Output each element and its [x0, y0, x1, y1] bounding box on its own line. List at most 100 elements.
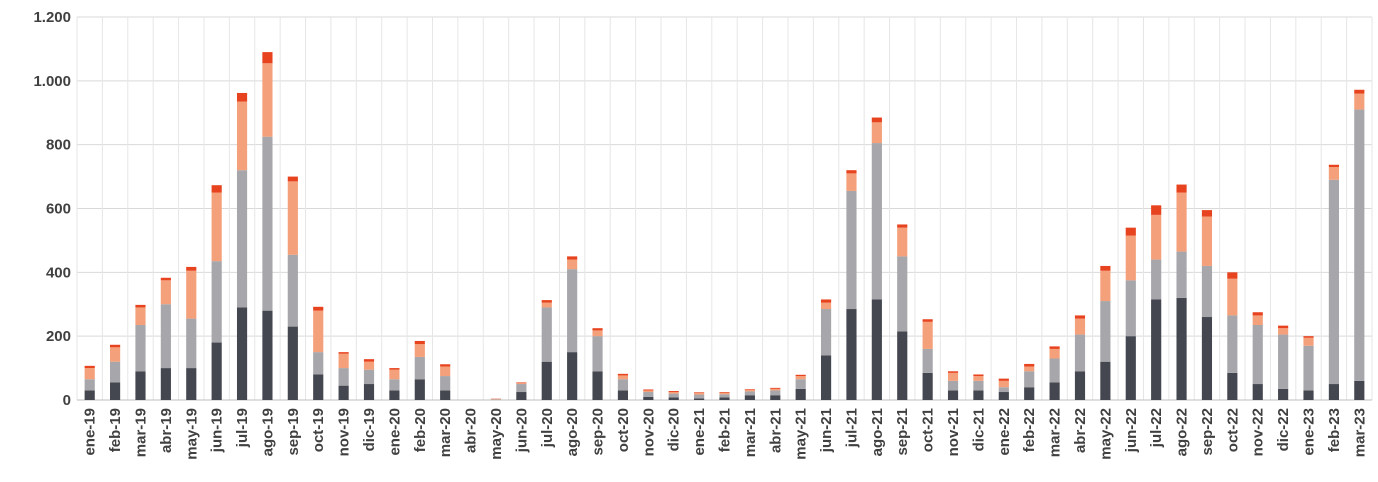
x-tick-label: oct-19: [310, 408, 327, 452]
bar-segment-series-2: [796, 379, 806, 389]
x-tick-label: abr-20: [463, 408, 480, 453]
x-tick-label: ene-21: [691, 408, 708, 456]
bar-segment-series-3: [110, 347, 120, 361]
bar-segment-series-3: [745, 390, 755, 392]
bar-segment-series-1: [1354, 381, 1364, 400]
bar-segment-series-1: [542, 362, 552, 400]
bar-segment-series-4: [669, 391, 679, 392]
bar-segment-series-1: [212, 343, 222, 400]
x-tick-label: nov-20: [640, 408, 657, 456]
bar-segment-series-4: [897, 224, 907, 227]
bar-segment-series-4: [161, 278, 171, 281]
bar-segment-series-4: [516, 382, 526, 383]
bar-segment-series-2: [618, 379, 628, 390]
bar-segment-series-2: [821, 309, 831, 355]
bar-segment-series-4: [1253, 312, 1263, 315]
bar-segment-series-2: [643, 392, 653, 397]
bar-segment-series-1: [821, 355, 831, 400]
bar-segment-series-4: [999, 379, 1009, 381]
bar-segment-series-3: [643, 390, 653, 392]
bar-segment-series-2: [770, 390, 780, 395]
x-tick-label: oct-20: [615, 408, 632, 452]
x-tick-label: feb-21: [717, 408, 734, 452]
x-tick-label: feb-23: [1326, 408, 1343, 452]
x-tick-label: dic-19: [361, 408, 378, 451]
bar-segment-series-1: [1050, 382, 1060, 400]
x-tick-label: may-21: [793, 408, 810, 460]
bar-segment-series-2: [1227, 315, 1237, 372]
x-tick-label: ene-19: [82, 408, 99, 456]
bar-segment-series-3: [1278, 328, 1288, 334]
bar-segment-series-4: [110, 345, 120, 348]
bar-segment-series-3: [516, 383, 526, 384]
bar-segment-series-3: [999, 381, 1009, 387]
bar-segment-series-4: [415, 341, 425, 344]
bar-segment-series-3: [973, 376, 983, 381]
bar-segment-series-3: [618, 375, 628, 379]
bar-segment-series-1: [745, 395, 755, 400]
bar-segment-series-3: [212, 193, 222, 262]
bar-segment-series-1: [973, 390, 983, 400]
x-tick-label: abr-21: [767, 408, 784, 453]
bar-segment-series-1: [669, 397, 679, 400]
bar-segment-series-3: [897, 228, 907, 257]
x-tick-label: mar-19: [132, 408, 149, 457]
bar-segment-series-1: [161, 368, 171, 400]
y-tick-label: 1.200: [33, 9, 71, 26]
bar-segment-series-1: [516, 392, 526, 400]
bar-segment-series-4: [237, 93, 247, 102]
x-tick-label: nov-21: [945, 408, 962, 456]
bar-segment-series-1: [288, 327, 298, 400]
bar-segment-series-3: [1024, 366, 1034, 371]
bar-segment-series-4: [745, 389, 755, 390]
bar-segment-series-3: [237, 102, 247, 171]
bar-segment-series-1: [364, 384, 374, 400]
x-tick-label: mar-20: [437, 408, 454, 457]
bar-segment-series-2: [491, 399, 501, 400]
x-tick-label: dic-21: [970, 408, 987, 451]
bar-segment-series-2: [237, 170, 247, 307]
x-tick-label: sep-19: [285, 408, 302, 456]
bar-segment-series-2: [1126, 280, 1136, 336]
x-tick-label: ene-22: [996, 408, 1013, 456]
bar-segment-series-2: [288, 255, 298, 327]
bar-segment-series-4: [186, 267, 196, 271]
bar-segment-series-1: [592, 371, 602, 400]
bar-segment-series-4: [643, 389, 653, 390]
bar-segment-series-4: [262, 52, 272, 63]
bar-segment-series-4: [1202, 210, 1212, 216]
bar-segment-series-4: [1354, 90, 1364, 94]
bar-segment-series-3: [415, 344, 425, 357]
x-tick-label: ene-23: [1301, 408, 1318, 456]
bar-segment-series-1: [415, 379, 425, 400]
bar-segment-series-3: [288, 181, 298, 254]
y-tick-label: 200: [46, 328, 71, 345]
bar-segment-series-4: [592, 328, 602, 330]
bar-segment-series-2: [186, 319, 196, 368]
bar-segment-series-1: [999, 392, 1009, 400]
bar-segment-series-4: [364, 359, 374, 362]
bar-segment-series-2: [1202, 266, 1212, 317]
x-tick-label: jun-20: [513, 408, 530, 453]
y-tick-label: 600: [46, 201, 71, 218]
bar-segment-series-4: [1278, 326, 1288, 329]
x-tick-label: mar-21: [742, 408, 759, 457]
bar-segment-series-4: [1126, 228, 1136, 236]
bar-segment-series-2: [313, 352, 323, 374]
bar-segment-series-3: [694, 393, 704, 395]
bar-segment-series-3: [948, 373, 958, 381]
x-tick-label: sep-21: [894, 408, 911, 456]
bar-segment-series-2: [1100, 301, 1110, 362]
bar-segment-series-3: [846, 173, 856, 191]
bar-segment-series-3: [389, 370, 399, 380]
bar-segment-series-3: [719, 393, 729, 395]
bar-segment-series-1: [1278, 389, 1288, 400]
x-tick-label: sep-22: [1199, 408, 1216, 456]
bar-segment-series-4: [1100, 266, 1110, 271]
bar-segment-series-1: [694, 398, 704, 400]
bar-segment-series-2: [415, 357, 425, 379]
bar-segment-series-2: [719, 394, 729, 397]
x-tick-label: may-20: [488, 408, 505, 460]
bar-segment-series-2: [1024, 371, 1034, 387]
bar-segment-series-3: [1176, 193, 1186, 252]
